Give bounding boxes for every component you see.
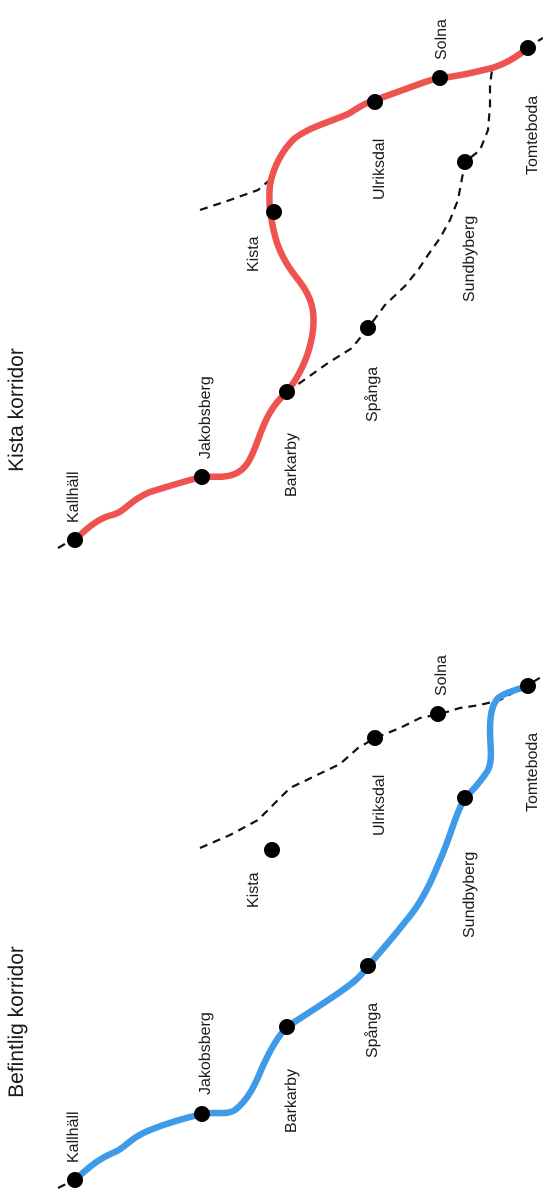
station-label-barkarby: Barkarby xyxy=(283,433,300,497)
station-dot-barkarby xyxy=(279,384,295,400)
station-dot-ulriksdal xyxy=(367,94,383,110)
station-dot-tomteboda xyxy=(520,40,536,56)
existing-corridor-map: Befintlig korridor Kallhäll Jakobsberg B… xyxy=(5,655,543,1189)
station-label-solna: Solna xyxy=(433,655,450,696)
station-dot-jakobsberg xyxy=(194,469,210,485)
station-dot-tomteboda xyxy=(520,678,536,694)
station-dot-spanga xyxy=(360,320,376,336)
station-label-kallhall: Kallhäll xyxy=(65,471,82,523)
station-dot-solna xyxy=(432,70,448,86)
station-label-spanga: Spånga xyxy=(363,367,381,422)
station-label-tomteboda: Tomteboda xyxy=(524,733,541,812)
station-label-kista: Kista xyxy=(245,236,262,272)
route-line xyxy=(71,682,532,1184)
map-title: Kista korridor xyxy=(5,348,28,472)
station-label-kallhall: Kallhäll xyxy=(65,1111,82,1163)
station-dot-sundbyberg xyxy=(457,790,473,806)
dashed-existing-line xyxy=(57,69,494,549)
station-label-solna: Solna xyxy=(433,19,450,60)
station-dot-barkarby xyxy=(279,1019,295,1035)
station-label-ulriksdal: Ulriksdal xyxy=(371,775,388,836)
station-dot-sundbyberg xyxy=(457,154,473,170)
station-label-sundbyberg: Sundbyberg xyxy=(461,216,478,302)
station-dot-spanga xyxy=(360,958,376,974)
station-label-tomteboda: Tomteboda xyxy=(524,96,541,175)
station-label-kista: Kista xyxy=(245,872,262,908)
station-dot-kallhall xyxy=(67,1172,83,1188)
dashed-line-start xyxy=(57,1181,71,1189)
station-dot-solna xyxy=(430,706,446,722)
station-dot-kista xyxy=(264,842,280,858)
station-label-jakobsberg: Jakobsberg xyxy=(197,376,214,459)
station-dot-ulriksdal xyxy=(367,730,383,746)
station-label-barkarby: Barkarby xyxy=(283,1069,300,1133)
map-title: Befintlig korridor xyxy=(5,946,28,1098)
kista-corridor-map: Kista korridor Kallhäll Jakobsberg Barka… xyxy=(5,19,543,549)
station-label-spanga: Spånga xyxy=(363,1003,381,1058)
station-dot-kista xyxy=(266,204,282,220)
dashed-branch-kista xyxy=(199,177,273,212)
station-label-ulriksdal: Ulriksdal xyxy=(371,139,388,200)
station-label-sundbyberg: Sundbyberg xyxy=(461,852,478,938)
dashed-existing-line xyxy=(199,675,543,850)
station-dot-kallhall xyxy=(67,532,83,548)
station-label-jakobsberg: Jakobsberg xyxy=(197,1012,214,1095)
station-dot-jakobsberg xyxy=(194,1106,210,1122)
